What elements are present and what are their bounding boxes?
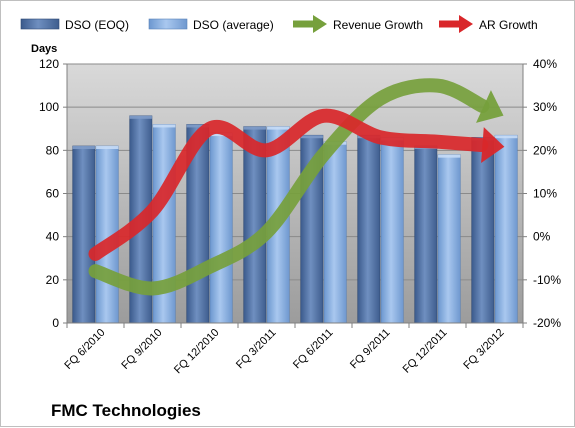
bar-cap	[267, 126, 290, 130]
bar-cap	[96, 146, 119, 150]
bar-cap	[72, 146, 95, 150]
legend-label-dso-eoq-: DSO (EOQ)	[65, 18, 129, 32]
bar-dso-average	[380, 137, 404, 324]
left-tick-label: 120	[39, 57, 59, 71]
right-axis-ticks: -20% -10% 0% 10% 20% 30% 40%	[523, 57, 561, 330]
x-tick-label: FQ 6/2011	[291, 327, 336, 372]
right-tick-label: -10%	[533, 273, 561, 287]
x-tick-label: FQ 9/2010	[119, 327, 164, 372]
bar-cap	[186, 124, 209, 128]
ar-growth-arrowhead	[481, 127, 505, 164]
bar-dso-average	[437, 154, 461, 324]
x-axis-ticks: FQ 6/2010 FQ 9/2010 FQ 12/2010 FQ 3/2011 FQ …	[62, 323, 524, 377]
left-tick-label: 0	[52, 316, 59, 330]
bar-cap	[243, 126, 266, 130]
legend-label-revenue-growth: Revenue Growth	[333, 18, 423, 32]
bar-dso-average	[323, 141, 347, 324]
right-tick-label: 40%	[533, 57, 557, 71]
bar-cap	[438, 154, 461, 158]
bar-dso-eoq	[414, 145, 438, 324]
y-axis-title: Days	[31, 43, 57, 55]
bar-cap	[300, 135, 323, 139]
bar-dso-eoq	[357, 134, 381, 324]
x-tick-label: FQ 3/2012	[461, 327, 506, 372]
legend-swatch-dso-average-	[148, 18, 188, 30]
revenue-growth-line	[88, 78, 490, 296]
bar-cap	[153, 124, 176, 128]
x-tick-label: FQ 3/2011	[234, 327, 279, 372]
right-tick-label: -20%	[533, 316, 561, 330]
bar-dso-eoq	[471, 137, 495, 324]
right-tick-label: 20%	[533, 143, 557, 157]
right-tick-label: 30%	[533, 100, 557, 114]
left-tick-label: 40	[46, 230, 60, 244]
right-tick-label: 10%	[533, 187, 557, 201]
x-tick-label: FQ 6/2010	[62, 327, 107, 372]
legend-swatch-dso-eoq-	[20, 18, 60, 30]
right-tick-label: 0%	[533, 230, 551, 244]
legend-label-ar-growth: AR Growth	[479, 18, 538, 32]
x-tick-label: FQ 12/2010	[172, 327, 222, 377]
legend-arrow-revenue-growth	[313, 15, 327, 33]
legend-arrow-ar-growth	[459, 15, 473, 33]
company-name: FMC Technologies	[51, 401, 201, 420]
bar-dso-average	[209, 132, 233, 324]
left-tick-label: 20	[46, 273, 60, 287]
legend: DSO (EOQ) DSO (average) Revenue Growth AR G…	[20, 15, 538, 33]
line-series	[88, 78, 505, 296]
left-axis-ticks: 0 20 40 60 80 100 120	[39, 57, 67, 330]
bar-cap	[129, 115, 152, 119]
bar-dso-eoq	[72, 145, 96, 324]
revenue-growth-arrowhead	[476, 90, 504, 123]
bar-dso-average	[494, 134, 518, 324]
ar-growth-line	[88, 108, 489, 261]
left-tick-label: 60	[46, 187, 60, 201]
left-tick-label: 100	[39, 100, 59, 114]
x-tick-label: FQ 12/2011	[401, 327, 450, 376]
bar-cap	[495, 135, 518, 139]
legend-label-dso-average-: DSO (average)	[193, 18, 274, 32]
left-tick-label: 80	[46, 143, 60, 157]
x-tick-label: FQ 9/2011	[348, 327, 393, 372]
